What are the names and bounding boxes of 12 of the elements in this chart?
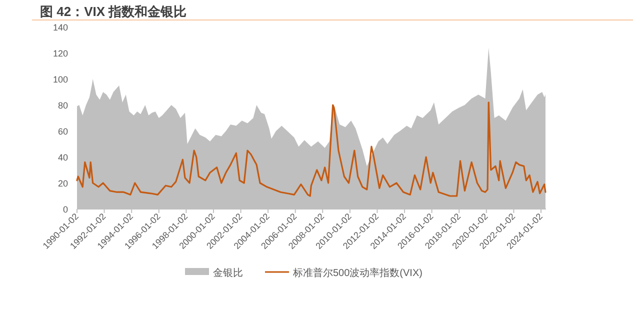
- y-tick-label: 0: [62, 204, 68, 214]
- y-tick-label: 80: [58, 100, 68, 110]
- legend-label: 标准普尔500波动率指数(VIX): [292, 267, 422, 279]
- chart-title: 图 42：VIX 指数和金银比: [40, 4, 187, 19]
- line-series: [76, 102, 546, 197]
- y-tick-label: 140: [52, 22, 68, 32]
- y-tick-label: 40: [58, 152, 68, 162]
- legend-label: 金银比: [213, 267, 243, 279]
- y-tick-label: 120: [52, 48, 68, 58]
- y-tick-label: 60: [58, 126, 68, 136]
- y-tick-label: 20: [58, 178, 68, 188]
- y-tick-label: 100: [52, 74, 68, 84]
